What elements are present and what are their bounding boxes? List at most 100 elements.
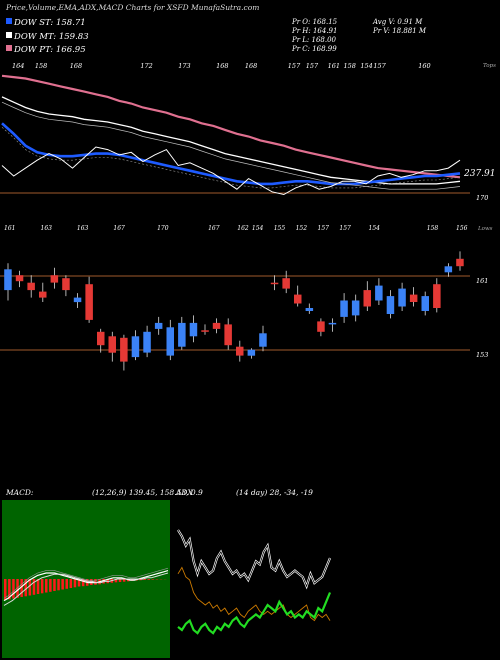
candles [4,251,464,371]
dow-mt-label: DOW MT: 159.83 [13,32,89,42]
price-ema-lines [1,74,461,196]
pr-o-label: Pr O: 168.15 [291,18,338,26]
macd-params: (12,26,9) 139.45, 158.53, 0.9 [92,488,203,497]
candle-down [317,321,325,332]
candle-down [236,346,244,356]
candle-down [108,336,116,353]
macd-line-shadow [3,567,169,599]
macd-histogram-bar [57,579,60,591]
macd-histogram-bar [69,579,73,588]
candle-up [143,331,151,353]
candle-up [351,300,360,316]
adx-label: ADX [175,488,193,497]
low-label: 155 [274,225,286,232]
low-labels: 161 163 163 167 170 167 162 154 155 152 157 157 154 1… [4,225,468,232]
candle-down [39,291,47,298]
candle-down [433,284,441,308]
price-label: 158 [344,62,356,70]
price-label: 168 [216,62,228,70]
macd-content [3,567,169,606]
macd-histogram-bar [12,579,15,599]
macd-histogram-bar [45,579,48,593]
low-label: 167 [208,225,220,232]
legend-swatch-st [6,18,12,24]
macd-histogram-bar [36,579,40,594]
candle-up [247,349,256,356]
low-label: 161 [4,225,15,232]
macd-line [3,570,169,602]
candle-up [131,336,140,358]
dow-st-label: DOW ST: 158.71 [13,18,86,28]
macd-histogram-bar [16,579,19,598]
candles-panel: 161 163 163 167 170 167 162 154 155 152 157 157 154 1… [0,225,493,371]
avg-v-label: Avg V: 0.91 M [372,18,423,26]
low-label: 163 [77,225,89,232]
candle-down [409,294,418,302]
candle-down [27,282,35,291]
adx-params: (14 day) 28, -34, -19 [236,488,313,497]
candle-down [224,324,232,346]
low-label: 154 [369,225,381,232]
candle-down [85,284,93,320]
macd-histogram-bar [40,579,44,594]
legend-swatch-mt [6,32,12,38]
macd-panel: MACD: (12,26,9) 139.45, 158.53, 0.9 [2,488,203,658]
candle-up [178,322,186,347]
low-label: 163 [41,225,53,232]
low-label: 152 [296,225,308,232]
candle-down [97,331,105,346]
macd-label: MACD: [5,488,34,497]
adx-line-core [177,529,331,588]
macd-histogram-bar [81,579,85,587]
adx-panel: ADX (14 day) 28, -34, -19 [174,488,342,658]
macd-histogram-bar [28,579,32,596]
price-label: 172 [140,62,152,70]
candle-up [386,296,395,314]
macd-histogram-bar [53,579,56,591]
adx-minus-di-line [177,566,331,622]
macd-histogram-bar [24,579,27,597]
candle-down [15,275,24,282]
macd-signal-line [3,572,169,606]
candle-up [328,322,337,325]
ema-mid-line [1,96,461,185]
macd-histogram-bar [77,579,81,587]
adx-frame [174,500,342,658]
candle-up [375,285,383,301]
macd-histogram-bar [32,579,36,595]
price-label: 154 [360,62,372,70]
candle-up [421,296,429,311]
price-label: 168 [245,62,257,70]
candle-up [154,322,163,329]
candle-down [201,330,209,332]
ema-short-trail [1,126,461,189]
macd-histogram-bar [73,579,77,588]
candle-down [282,278,290,289]
price-labels: 164 158 168 172 173 168 168 157 157 161 158 154 157 1… [12,62,431,70]
candle-down [120,337,128,362]
macd-histogram-bar [65,579,68,589]
adx-plus-di-line [177,592,332,635]
candle-up [73,297,82,303]
pr-h-label: Pr H: 164.91 [291,27,337,35]
candle-up [4,269,12,291]
chart-title: Price,Volume,EMA,ADX,MACD Charts for XSF… [5,3,259,12]
candle-up [166,327,174,356]
lows-label: Lows [477,226,493,232]
macd-histogram-bar [147,579,150,580]
macd-histogram-bar [139,579,142,581]
price-label: 160 [418,62,430,70]
price-label: 173 [178,62,190,70]
low-label: 156 [456,225,468,232]
ema-short-line [1,122,461,186]
macd-histogram-bar [118,579,122,582]
candle-down [270,282,279,285]
macd-histogram-bar [151,579,155,580]
dow-pt-label: DOW PT: 166.95 [13,45,86,55]
macd-histogram-bar [49,579,52,592]
ema-mid-trail [1,101,461,190]
ref-level-label: 170 [476,194,488,202]
candle-up [259,333,267,347]
macd-histogram-bar [4,579,7,600]
low-label: 162 [237,225,249,232]
